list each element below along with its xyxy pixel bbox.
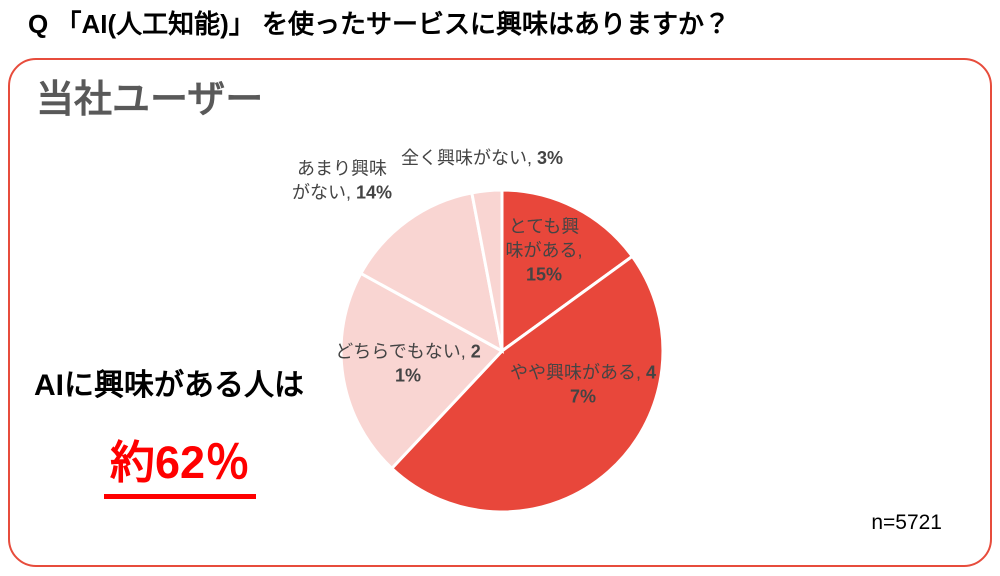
pie-label-1: やや興味がある, 47% [509,362,657,406]
pie-label-0: とても興味がある, 15% [505,216,583,284]
survey-panel: 当社ユーザー とても興味がある, 15% やや興味がある, 47% どちらでもない,… [8,58,992,567]
annotation-highlight: 約62％ [104,426,257,499]
pie-slice-0 [500,188,635,354]
sample-size-label: n=5721 [871,511,942,534]
pie-slice-1 [389,254,665,514]
pie-slice-2 [339,271,505,471]
panel-heading: 当社ユーザー [36,79,264,121]
pie-slice-4 [470,188,504,352]
pie-chart [339,188,665,514]
question-title: Q 「AI(人工知能)」 を使ったサービスに興味はありますか？ [28,9,730,39]
pie-slice-3 [358,191,505,354]
annotation-lead: AIに興味がある人は [34,369,304,402]
pie-label-4: 全く興味がない, 3% [400,148,564,169]
pie-label-2: どちらでもない, 21% [335,341,481,385]
pie-label-3: あまり興味がない, 14% [291,158,393,202]
